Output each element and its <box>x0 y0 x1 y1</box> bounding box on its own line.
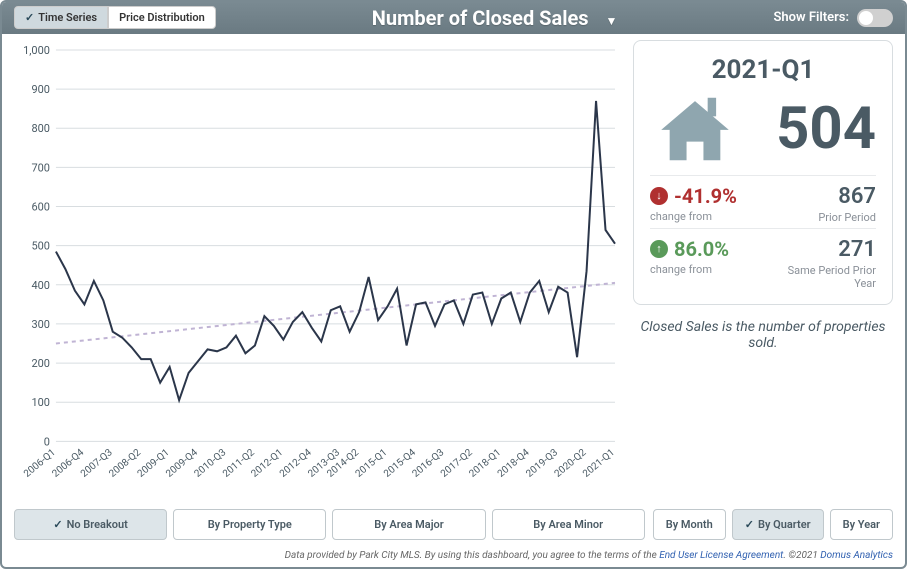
svg-text:0: 0 <box>44 435 50 448</box>
compare-value: 271 <box>766 237 876 262</box>
title-text: Number of Closed Sales <box>372 6 589 30</box>
house-icon <box>650 91 740 167</box>
tab-price-distribution[interactable]: Price Distribution <box>108 6 216 29</box>
breakout-area-minor-button[interactable]: By Area Minor <box>492 509 645 540</box>
metric-prior-year: ↑ 86.0% change from 271 Same Period Prior… <box>650 228 876 294</box>
chevron-down-icon: ▼ <box>606 14 618 28</box>
compare-value: 867 <box>818 184 876 209</box>
tab-label: Time Series <box>38 11 97 24</box>
breakout-none-button[interactable]: ✓ No Breakout <box>14 509 167 540</box>
pct-change: 86.0% <box>674 237 729 261</box>
stats-card: 2021-Q1 504 ↓ -41.9% change from 867 <box>633 40 893 305</box>
view-tabs: ✓ Time Series Price Distribution <box>14 6 216 29</box>
btn-label: By Property Type <box>208 518 292 531</box>
footer: Data provided by Park City MLS. By using… <box>2 546 905 567</box>
headline-value: 504 <box>776 100 876 158</box>
check-icon: ✓ <box>53 518 62 531</box>
controls-bar: ✓ No Breakout By Property Type By Area Ma… <box>2 503 905 546</box>
tab-label: Price Distribution <box>119 11 205 24</box>
dashboard: ✓ Time Series Price Distribution Number o… <box>0 0 907 569</box>
svg-text:100: 100 <box>31 396 49 409</box>
btn-label: No Breakout <box>67 518 128 531</box>
stats-panel: 2021-Q1 504 ↓ -41.9% change from 867 <box>633 40 893 503</box>
time-month-button[interactable]: By Month <box>653 509 726 540</box>
svg-text:700: 700 <box>31 161 49 174</box>
body: 01002003004005006007008009001,0002006-Q1… <box>2 34 905 503</box>
svg-text:2021-Q1: 2021-Q1 <box>581 447 617 480</box>
footer-mid: . ©2021 <box>783 550 820 561</box>
chart-area: 01002003004005006007008009001,0002006-Q1… <box>14 40 623 503</box>
btn-label: By Area Major <box>374 518 443 531</box>
btn-label: By Year <box>843 518 880 531</box>
metric-prior-period: ↓ -41.9% change from 867 Prior Period <box>650 175 876 228</box>
page-title[interactable]: Number of Closed Sales ▼ <box>224 6 766 30</box>
check-icon: ✓ <box>745 518 754 531</box>
change-label: change from <box>650 263 712 276</box>
line-chart[interactable]: 01002003004005006007008009001,0002006-Q1… <box>14 40 623 503</box>
svg-text:300: 300 <box>31 318 49 331</box>
headline-row: 504 <box>650 91 876 167</box>
filters-toggle[interactable] <box>857 9 893 27</box>
time-quarter-button[interactable]: ✓ By Quarter <box>732 509 824 540</box>
svg-text:200: 200 <box>31 357 49 370</box>
time-year-button[interactable]: By Year <box>830 509 893 540</box>
btn-label: By Quarter <box>758 518 811 531</box>
pct-change: -41.9% <box>674 184 737 208</box>
btn-label: By Month <box>666 518 713 531</box>
footer-text: Data provided by Park City MLS. By using… <box>285 550 660 561</box>
metric-description: Closed Sales is the number of properties… <box>633 305 893 365</box>
svg-text:400: 400 <box>31 279 49 292</box>
change-label: change from <box>650 210 712 223</box>
btn-label: By Area Minor <box>533 518 603 531</box>
breakout-buttons: ✓ No Breakout By Property Type By Area Ma… <box>14 509 645 540</box>
compare-label: Same Period Prior Year <box>766 264 876 290</box>
check-icon: ✓ <box>25 11 34 24</box>
arrow-down-icon: ↓ <box>650 187 668 205</box>
svg-text:1,000: 1,000 <box>23 44 50 57</box>
svg-text:800: 800 <box>31 122 49 135</box>
tab-time-series[interactable]: ✓ Time Series <box>14 6 108 29</box>
period-label: 2021-Q1 <box>650 55 876 85</box>
vendor-link[interactable]: Domus Analytics <box>820 550 893 561</box>
show-filters-label: Show Filters: <box>773 10 849 25</box>
svg-text:500: 500 <box>31 239 49 252</box>
breakout-area-major-button[interactable]: By Area Major <box>332 509 485 540</box>
eula-link[interactable]: End User License Agreement <box>659 550 783 561</box>
arrow-up-icon: ↑ <box>650 240 668 258</box>
breakout-property-type-button[interactable]: By Property Type <box>173 509 326 540</box>
compare-label: Prior Period <box>818 211 876 224</box>
svg-text:600: 600 <box>31 200 49 213</box>
time-buttons: By Month ✓ By Quarter By Year <box>653 509 893 540</box>
header-bar: ✓ Time Series Price Distribution Number o… <box>2 2 905 34</box>
svg-text:900: 900 <box>31 83 49 96</box>
filter-toggle-group: Show Filters: <box>773 9 893 27</box>
